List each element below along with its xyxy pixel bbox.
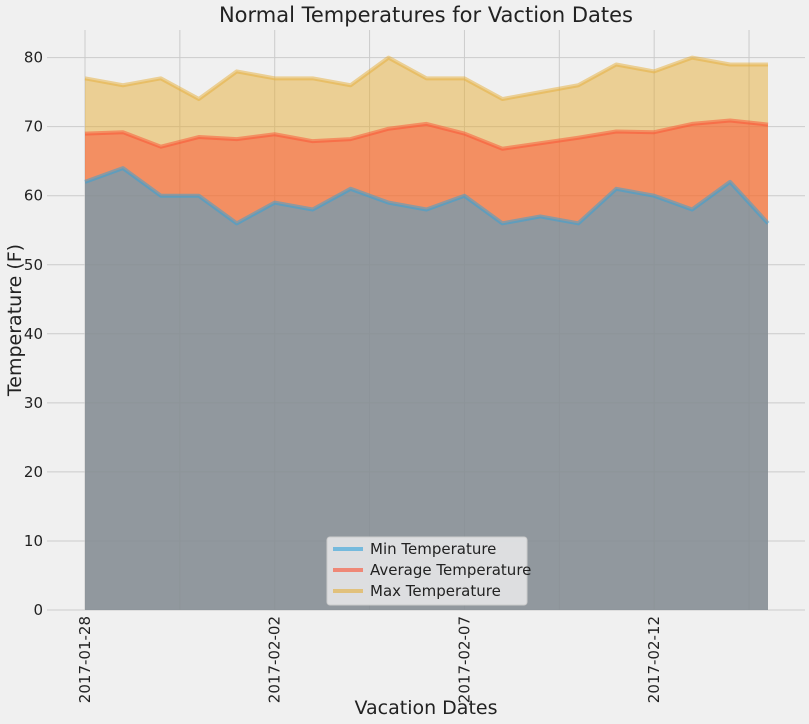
y-tick-label: 40	[24, 325, 43, 343]
x-axis-title: Vacation Dates	[354, 697, 497, 719]
line-max-temperature	[84, 55, 768, 102]
area-min-temperature	[85, 168, 768, 610]
y-tick-label: 70	[24, 118, 43, 136]
legend-label: Average Temperature	[370, 561, 531, 579]
y-axis-ticks: 0 10 20 30 40 50 60 70 80	[24, 49, 43, 619]
series-lines	[84, 55, 770, 226]
y-tick-label: 20	[24, 463, 43, 481]
x-tick-label: 2017-02-12	[645, 616, 663, 703]
y-tick-label: 10	[24, 532, 43, 550]
line-average-temperature	[84, 118, 769, 151]
y-tick-label: 60	[24, 187, 43, 205]
area-fills	[85, 57, 768, 611]
x-tick-label: 2017-02-02	[266, 616, 284, 703]
y-tick-label: 30	[24, 394, 43, 412]
legend-box	[326, 536, 528, 606]
chart-title: Normal Temperatures for Vaction Dates	[219, 3, 633, 27]
x-tick-label: 2017-02-07	[455, 616, 473, 703]
x-tick-label: 2017-01-28	[76, 616, 94, 703]
line-min-temperature	[84, 166, 770, 226]
legend-label: Min Temperature	[370, 540, 496, 558]
y-tick-label: 50	[24, 256, 43, 274]
legend-label: Max Temperature	[370, 582, 501, 600]
legend: Min Temperature Average Temperature Max Te…	[326, 536, 531, 606]
y-tick-label: 0	[33, 601, 43, 619]
y-axis-title: Temperature (F)	[4, 244, 26, 397]
x-axis-ticks: 2017-01-28 2017-02-02 2017-02-07 2017-02-12	[76, 616, 663, 703]
y-tick-label: 80	[24, 49, 43, 67]
